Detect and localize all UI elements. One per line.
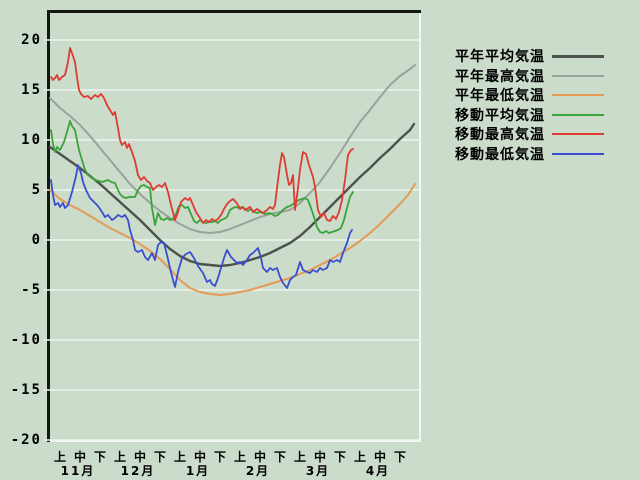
- y-tick-label-5: 5: [31, 182, 42, 198]
- legend-line-swatch-0: [552, 54, 604, 58]
- y-tick-label-10: 10: [21, 132, 42, 148]
- x-month-label-2: 1月: [185, 464, 211, 478]
- plot-frame-right: [419, 13, 421, 442]
- legend-label-3: 移動平均気温: [455, 107, 545, 124]
- x-period-label-1-0: 上: [113, 450, 127, 464]
- series-line-4: [50, 47, 354, 224]
- y-tick-label-0: 0: [31, 232, 42, 248]
- y-tick-label--20: -20: [10, 432, 42, 448]
- plot-frame-top: [47, 10, 421, 13]
- legend-label-5: 移動最低気温: [455, 147, 545, 163]
- y-tick-label-20: 20: [21, 32, 42, 48]
- x-period-label-4-0: 上: [293, 450, 307, 464]
- series-line-3: [50, 120, 354, 234]
- legend-label-0: 平年平均気温: [455, 49, 545, 65]
- x-period-label-1-1: 中: [133, 450, 147, 464]
- x-period-label-2-1: 中: [193, 450, 207, 464]
- x-period-label-2-0: 上: [173, 450, 187, 464]
- legend-line-swatch-4: [552, 133, 604, 136]
- legend-line-swatch-5: [552, 153, 604, 155]
- y-tick-label--15: -15: [10, 382, 42, 398]
- x-period-label-3-2: 下: [273, 450, 287, 464]
- y-tick-label-15: 15: [21, 82, 42, 98]
- legend-item-5: 移動最低気温: [455, 145, 630, 163]
- x-month-label-0: 11月: [60, 464, 96, 478]
- x-period-label-0-2: 下: [93, 450, 107, 464]
- x-period-label-3-1: 中: [253, 450, 267, 464]
- legend-item-3: 移動平均気温: [455, 106, 630, 124]
- x-period-label-0-1: 中: [73, 450, 87, 464]
- x-month-label-5: 4月: [365, 464, 391, 478]
- x-period-label-2-2: 下: [213, 450, 227, 464]
- x-period-label-1-2: 下: [153, 450, 167, 464]
- x-period-label-4-1: 中: [313, 450, 327, 464]
- series-line-1: [49, 64, 416, 234]
- series-line-2: [49, 183, 416, 296]
- legend-item-2: 平年最低気温: [455, 86, 630, 104]
- legend-item-4: 移動最高気温: [455, 125, 630, 143]
- legend-line-swatch-3: [552, 113, 604, 116]
- x-period-label-5-1: 中: [373, 450, 387, 464]
- legend-item-1: 平年最高気温: [455, 67, 630, 85]
- y-tick-label--5: -5: [21, 282, 42, 298]
- x-month-label-4: 3月: [305, 464, 331, 478]
- x-period-label-3-0: 上: [233, 450, 247, 464]
- x-month-label-3: 2月: [245, 464, 271, 478]
- legend-label-4: 移動最高気温: [455, 127, 545, 144]
- series-line-0: [48, 122, 416, 268]
- legend-label-1: 平年最高気温: [455, 68, 545, 85]
- x-period-label-5-2: 下: [393, 450, 407, 464]
- legend-label-2: 平年最低気温: [455, 88, 545, 105]
- legend-line-swatch-1: [552, 74, 604, 77]
- x-month-label-1: 12月: [120, 464, 156, 478]
- plot-frame-left: [47, 10, 50, 442]
- y-tick-label--10: -10: [10, 332, 42, 348]
- series-line-5: [50, 164, 353, 289]
- plot-frame-bottom: [50, 440, 421, 442]
- x-period-label-5-0: 上: [353, 450, 367, 464]
- x-period-label-4-2: 下: [333, 450, 347, 464]
- x-period-label-0-0: 上: [53, 450, 67, 464]
- legend-line-swatch-2: [552, 94, 604, 97]
- legend-item-0: 平年平均気温: [455, 47, 630, 65]
